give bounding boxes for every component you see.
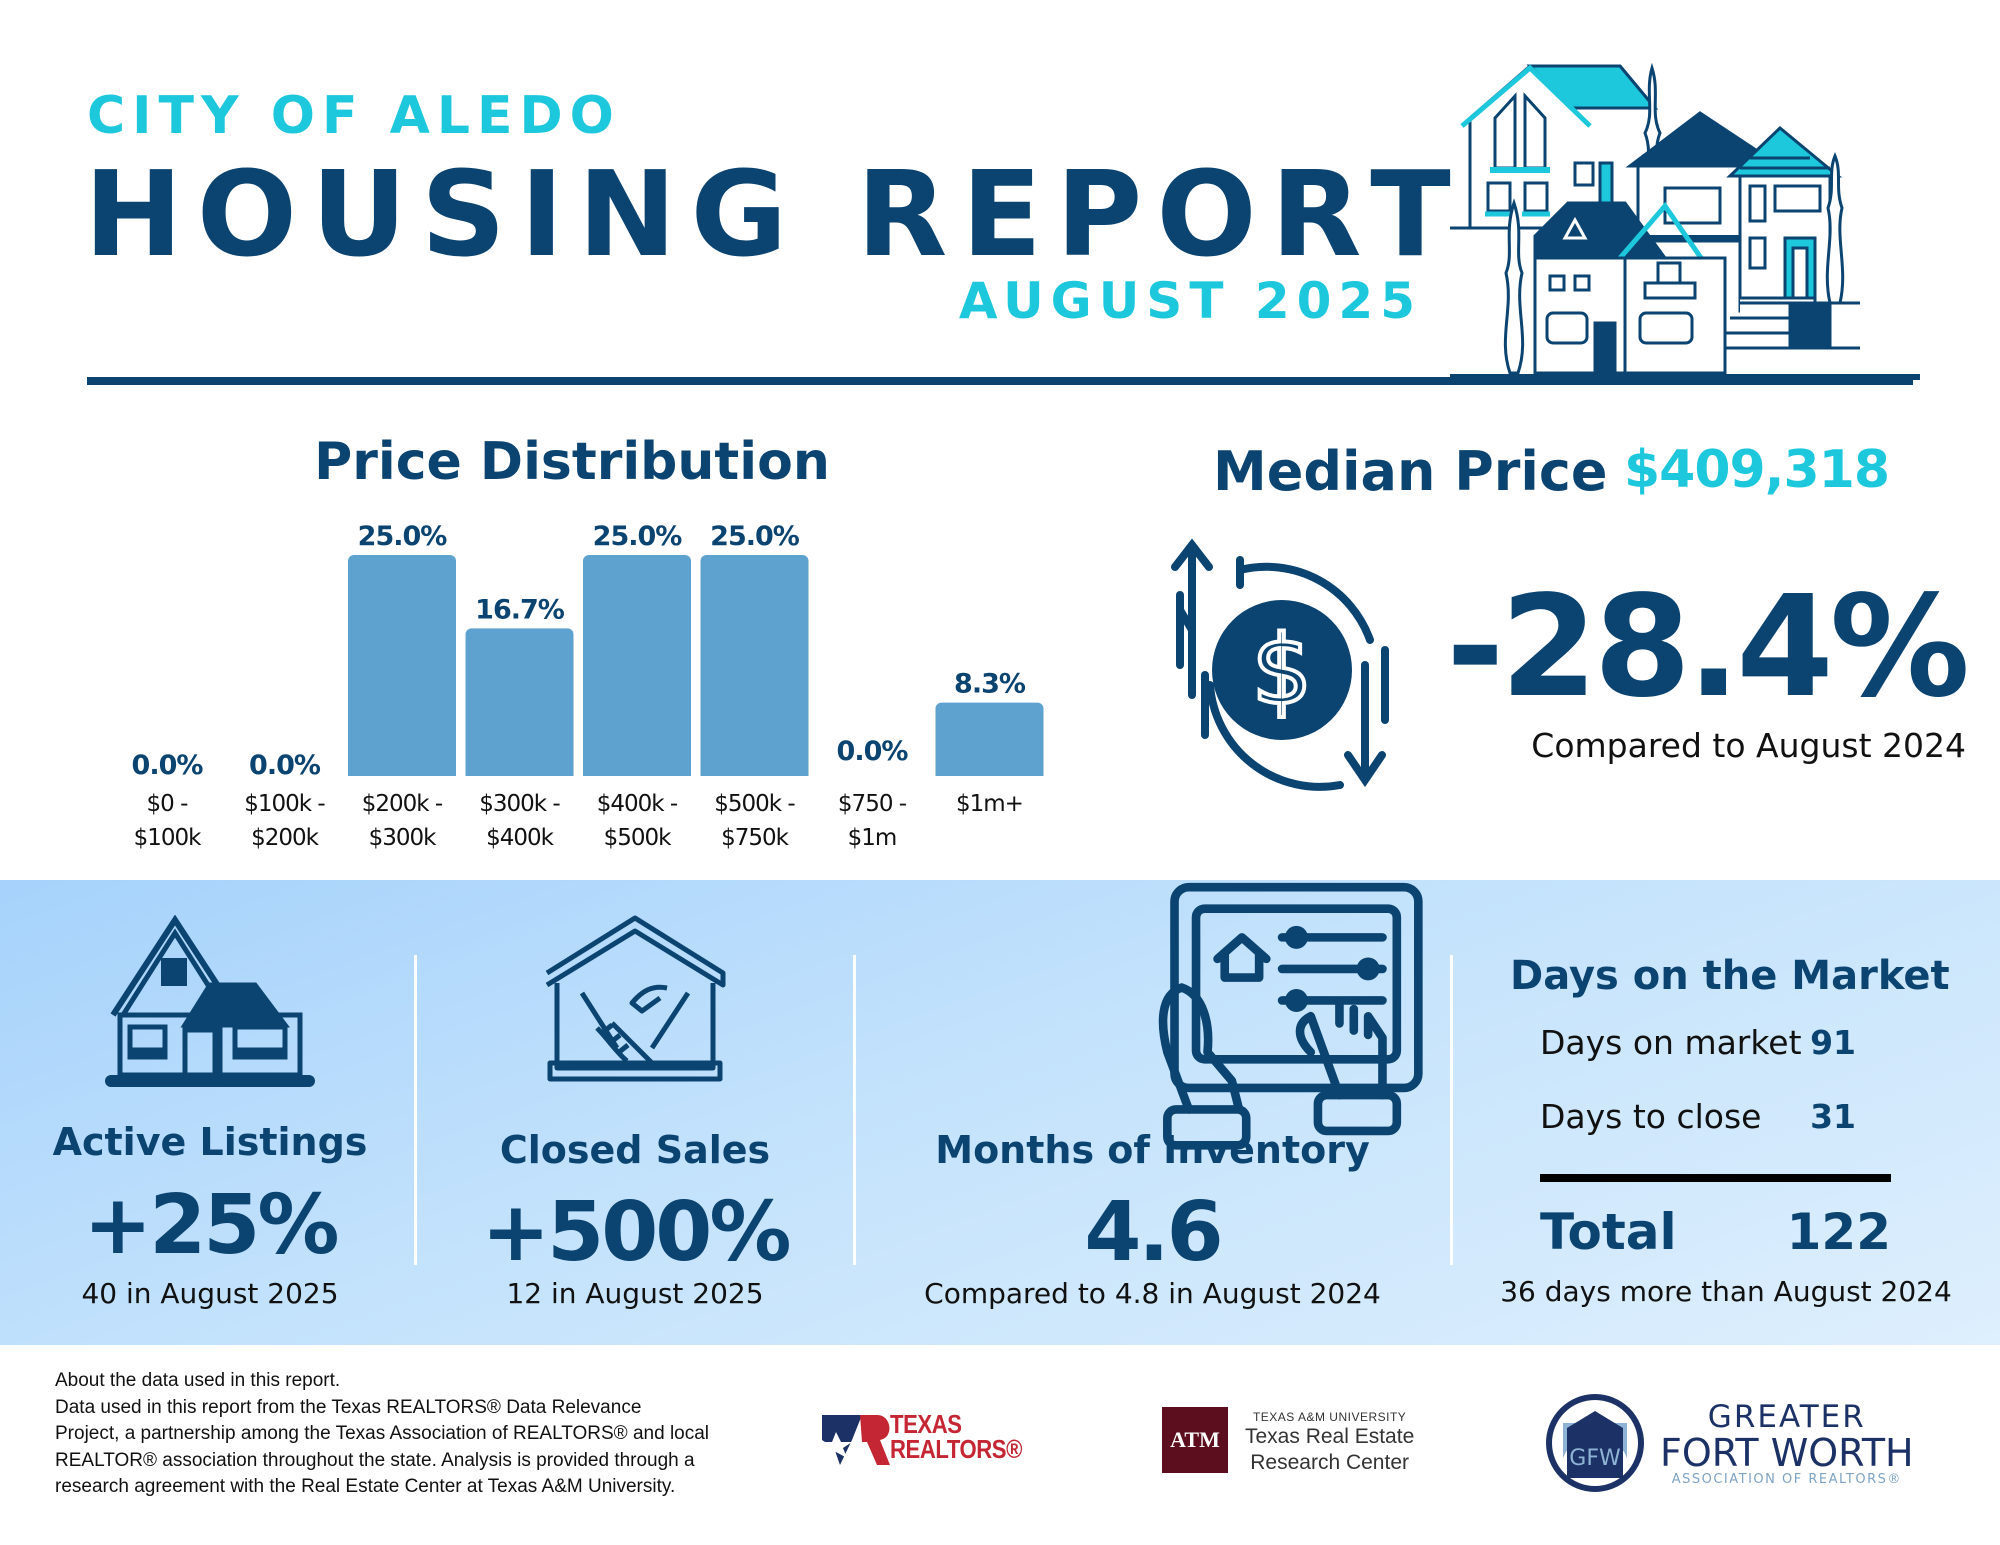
bar-value-label: 0.0% (837, 736, 909, 767)
dom-row: Days on market 91 (1540, 1023, 1856, 1062)
stats-divider (1450, 955, 1453, 1265)
dom-row-label: Days to close (1540, 1097, 1762, 1136)
bar (935, 702, 1044, 776)
stat-title: Months of Inventory (935, 1128, 1370, 1172)
category-label: $100k - (244, 791, 325, 817)
bar (348, 555, 456, 776)
bar-value-label: 25.0% (593, 521, 683, 552)
about-data-note: About the data used in this report. Data… (55, 1368, 775, 1501)
header-divider (87, 377, 1913, 385)
about-line: research agreement with the Real Estate … (55, 1476, 676, 1497)
category-label: $500k - (714, 791, 795, 817)
category-label: $500k (604, 825, 673, 851)
stat-value: +500% (481, 1185, 791, 1280)
tablet-hands-icon (1158, 882, 1423, 1150)
bar-value-label: 25.0% (710, 521, 800, 552)
category-label: $100k (134, 825, 203, 851)
report-title: HOUSING REPORT (84, 145, 1465, 283)
stat-value: +25% (83, 1178, 340, 1273)
bar (583, 555, 691, 776)
median-price-change: -28.4% (1446, 566, 1970, 729)
dom-row: Days to close 31 (1540, 1097, 1856, 1136)
houses-illustration-icon (1450, 62, 1920, 380)
bar-base (583, 768, 691, 776)
category-label: $750 - (838, 791, 907, 817)
stat-subtext: 12 in August 2025 (506, 1277, 764, 1310)
price-distribution-chart: 0.0% 0.0% 25.0% 16.7% 25.0% 25.0% 0.0% 8.3% $0 … (132, 521, 1044, 851)
bar-base (935, 768, 1044, 776)
price-distribution-title: Price Distribution (314, 432, 830, 492)
days-on-market-title: Days on the Market (1510, 953, 1950, 999)
tamu-logo-icon: ATM (1162, 1407, 1228, 1473)
tamu-wordmark: TEXAS A&M UNIVERSITY Texas Real Estate R… (1245, 1410, 1415, 1474)
gfw-logo-icon: GFW (1546, 1394, 1644, 1492)
stat-value: 4.6 (1084, 1185, 1223, 1280)
stats-divider (853, 955, 856, 1265)
closed-sales-card: Closed Sales +500% 12 in August 2025 (440, 880, 830, 1345)
bar-value-label: 0.0% (249, 750, 321, 781)
category-label: $300k - (479, 791, 560, 817)
category-label: $0 - (147, 791, 189, 817)
category-label: $300k (369, 825, 438, 851)
stat-subtext: 40 in August 2025 (81, 1277, 339, 1310)
bar-value-label: 0.0% (132, 750, 204, 781)
bar-base (465, 768, 574, 776)
category-label: $400k - (597, 791, 678, 817)
stat-title: Active Listings (52, 1120, 368, 1164)
bar (465, 628, 574, 776)
median-price-value: $409,318 (1624, 440, 1890, 500)
house-icon (105, 915, 315, 1087)
median-price-comparison: Compared to August 2024 (1531, 726, 1966, 765)
stats-band (0, 880, 2000, 1345)
about-line: Data used in this report from the Texas … (55, 1396, 642, 1418)
gfw-wordmark: GREATER FORT WORTH ASSOCIATION OF REALTO… (1660, 1399, 1914, 1487)
dom-row-label: Days on market (1540, 1023, 1802, 1062)
category-label: $400k (486, 825, 555, 851)
bar-base (700, 768, 809, 776)
bar-value-label: 16.7% (475, 594, 565, 625)
stat-subtext: Compared to 4.8 in August 2024 (924, 1277, 1381, 1310)
stats-divider (414, 955, 417, 1265)
texas-realtors-logo-icon (822, 1415, 890, 1465)
category-label: $200k - (362, 791, 443, 817)
city-name: CITY OF ALEDO (87, 86, 621, 146)
bar (700, 555, 809, 776)
svg-text:$: $ (1252, 616, 1312, 726)
dom-total-label: Total (1540, 1203, 1677, 1261)
category-label: $200k (251, 825, 320, 851)
median-price-label: Median Price (1213, 440, 1608, 503)
category-label: $750k (721, 825, 790, 851)
dom-total-value: 122 (1786, 1203, 1891, 1261)
about-line: Project, a partnership among the Texas A… (55, 1423, 710, 1444)
dom-total-row: Total 122 (1540, 1203, 1891, 1261)
dom-row-value: 91 (1810, 1023, 1856, 1062)
category-label: $1m (848, 825, 897, 851)
texas-realtors-wordmark: TEXAS REALTORS® (890, 1409, 1022, 1464)
bar-value-label: 8.3% (954, 669, 1026, 700)
gfw-mark: GFW (1569, 1446, 1621, 1471)
report-period: AUGUST 2025 (958, 272, 1422, 330)
about-line: REALTOR® association throughout the stat… (55, 1449, 695, 1471)
dom-comparison: 36 days more than August 2024 (1500, 1275, 1952, 1308)
bar-base (348, 768, 456, 776)
dom-row-value: 31 (1810, 1097, 1856, 1136)
category-label: $1m+ (956, 791, 1023, 817)
stat-title: Closed Sales (499, 1128, 771, 1172)
bar-value-label: 25.0% (358, 521, 448, 552)
dom-total-rule (1540, 1174, 1891, 1182)
active-listings-card: Active Listings +25% 40 in August 2025 (30, 880, 390, 1345)
about-line: About the data used in this report. (55, 1370, 341, 1391)
months-inventory-card: Months of Inventory 4.6 Compared to 4.8 … (880, 880, 1425, 1345)
handshake-house-icon (545, 915, 726, 1082)
dollar-exchange-icon: $ (1171, 538, 1389, 791)
